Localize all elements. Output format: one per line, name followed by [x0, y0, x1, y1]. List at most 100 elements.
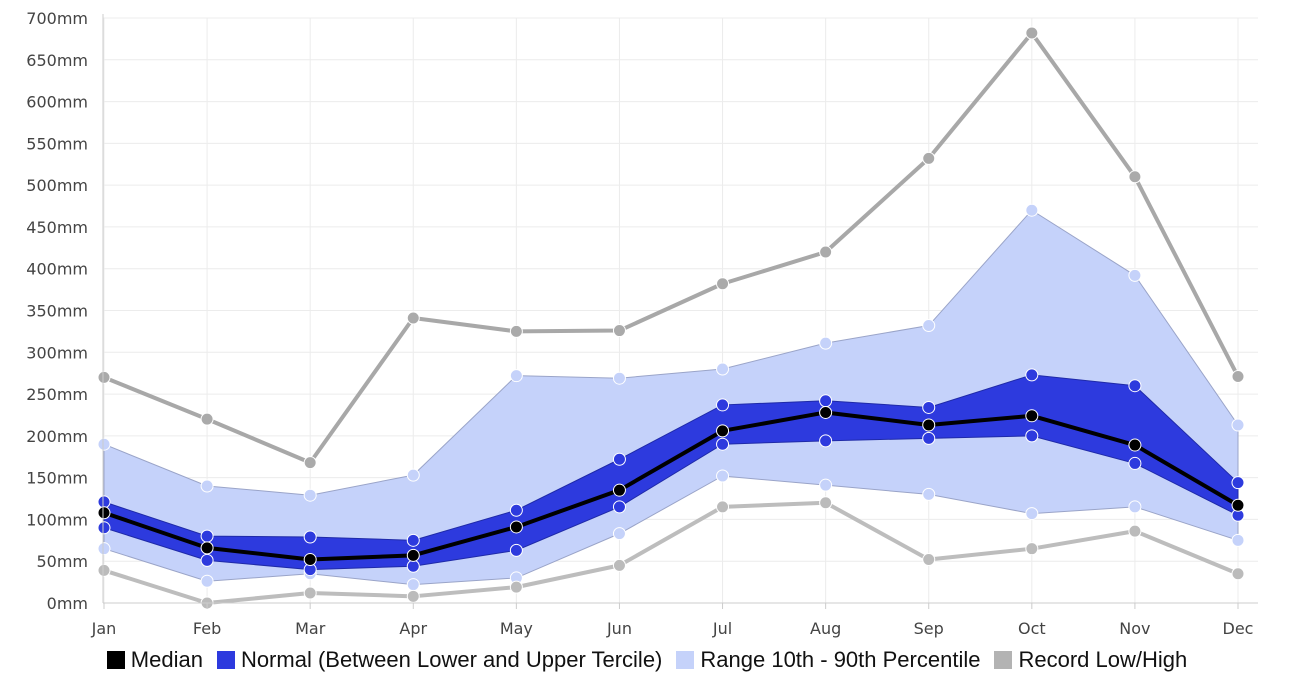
percentile-10-point [612, 527, 626, 541]
x-tick-label: Jan [91, 619, 117, 638]
record-high-line [103, 31, 1240, 465]
record-high-point [1128, 170, 1142, 184]
percentile-10-point [922, 487, 936, 501]
median-point [1231, 498, 1245, 512]
record-high-point [200, 412, 214, 426]
percentile-90-point [406, 468, 420, 482]
record-low-line [103, 500, 1239, 605]
median-point [612, 483, 626, 497]
record-high-point [509, 324, 523, 338]
y-tick-label: 650mm [26, 51, 88, 70]
percentile-10-point [716, 469, 730, 483]
y-tick-label: 150mm [26, 469, 88, 488]
percentile-90-point [97, 437, 111, 451]
legend-label-record: Record Low/High [1018, 647, 1188, 672]
record-low-point [819, 496, 833, 510]
y-tick-label: 100mm [26, 510, 88, 529]
upper-tercile-point [922, 400, 936, 414]
legend-label-range: Range 10th - 90th Percentile [700, 647, 981, 672]
record-high-point [819, 245, 833, 259]
y-tick-label: 600mm [26, 93, 88, 112]
median-point [1025, 409, 1039, 423]
record-low-point [716, 500, 730, 514]
median-line [103, 410, 1240, 562]
y-tick-label: 250mm [26, 385, 88, 404]
record-low-point [1128, 524, 1142, 538]
y-tick-label: 550mm [26, 134, 88, 153]
percentile-90-point [1025, 203, 1039, 217]
record-low-point [1025, 542, 1039, 556]
x-tick-label: May [500, 619, 533, 638]
legend-label-median: Median [130, 647, 203, 672]
record-high-point [1025, 26, 1039, 40]
percentile-90-point [819, 336, 833, 350]
percentile-10-point [97, 542, 111, 556]
record-low-point [97, 563, 111, 577]
upper-tercile-point [1128, 379, 1142, 393]
y-tick-label: 50mm [36, 552, 88, 571]
median-point [406, 548, 420, 562]
lower-tercile-point [819, 434, 833, 448]
median-point [303, 553, 317, 567]
percentile-90-point [612, 371, 626, 385]
percentile-10-point [1128, 500, 1142, 514]
x-tick-label: Oct [1018, 619, 1046, 638]
y-tick-label: 500mm [26, 176, 88, 195]
record-high-point [97, 370, 111, 384]
record-high-point [716, 277, 730, 291]
upper-tercile-point [819, 394, 833, 408]
record-low-point [922, 553, 936, 567]
x-tick-label: Feb [193, 619, 221, 638]
median-point [819, 405, 833, 419]
record-high-point [406, 311, 420, 325]
lower-tercile-point [1025, 429, 1039, 443]
record-high-point [1231, 370, 1245, 384]
upper-tercile-point [1231, 476, 1245, 490]
x-tick-label: Mar [295, 619, 326, 638]
x-tick-label: Nov [1119, 619, 1150, 638]
percentile-90-point [1128, 268, 1142, 282]
median-point [1128, 438, 1142, 452]
percentile-90-point [303, 488, 317, 502]
median-point [200, 541, 214, 555]
record-low-point [612, 558, 626, 572]
upper-tercile-point [200, 529, 214, 543]
upper-tercile-point [716, 398, 730, 412]
x-tick-label: Jun [606, 619, 632, 638]
median-point [509, 520, 523, 534]
record-low-point [1231, 567, 1245, 581]
y-tick-label: 300mm [26, 343, 88, 362]
upper-tercile-point [1025, 368, 1039, 382]
percentile-90-point [716, 362, 730, 376]
record-high-point [922, 151, 936, 165]
legend: Median Normal (Between Lower and Upper T… [0, 645, 1294, 675]
lower-tercile-point [716, 437, 730, 451]
lower-tercile-point [922, 431, 936, 445]
percentile-90-point [200, 479, 214, 493]
lower-tercile-point [406, 559, 420, 573]
median-point [97, 506, 111, 520]
upper-tercile-point [509, 503, 523, 517]
percentile-10-point [1025, 507, 1039, 521]
percentile-10-point [819, 478, 833, 492]
median-point [922, 418, 936, 432]
x-tick-label: Dec [1223, 619, 1254, 638]
y-tick-label: 450mm [26, 218, 88, 237]
record-low-point [303, 586, 317, 600]
y-tick-label: 200mm [26, 427, 88, 446]
percentile-10-point [200, 574, 214, 588]
record-high-point [303, 456, 317, 470]
percentile-10-point [1231, 533, 1245, 547]
upper-tercile-point [406, 533, 420, 547]
record-low-point [509, 580, 523, 594]
legend-item-median: Median [106, 647, 203, 673]
y-tick-label: 400mm [26, 260, 88, 279]
x-tick-label: Aug [810, 619, 841, 638]
record-low-point [406, 589, 420, 603]
legend-swatch-range [676, 651, 695, 669]
lower-tercile-point [612, 500, 626, 514]
percentile-90-point [1231, 418, 1245, 432]
y-tick-label: 700mm [26, 9, 88, 28]
